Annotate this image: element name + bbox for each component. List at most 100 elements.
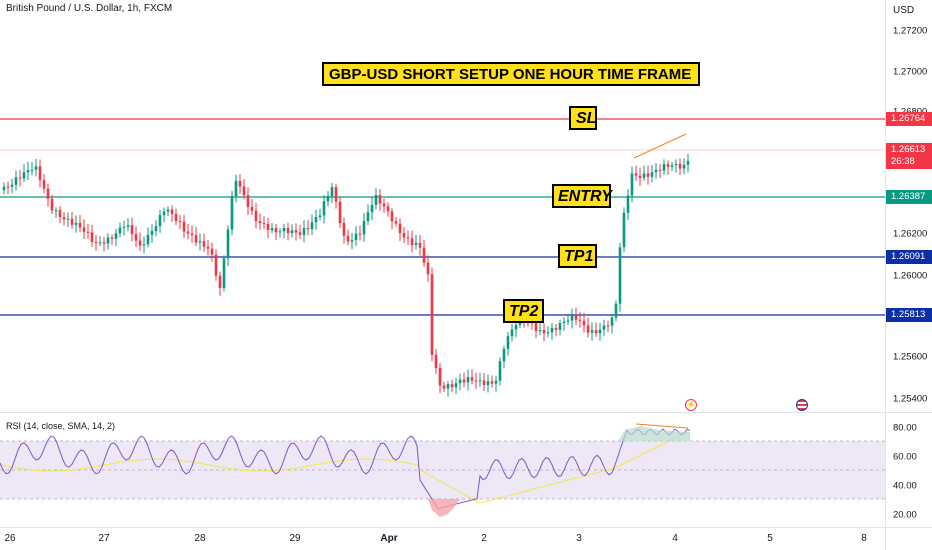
candle-body: [342, 222, 346, 236]
candle-body: [282, 228, 286, 232]
candle-body: [126, 225, 130, 227]
price-axis-label: 1.25600: [893, 351, 928, 363]
candle-body: [558, 323, 562, 330]
candle-body: [26, 169, 30, 173]
candle-body: [338, 201, 342, 223]
rsi-oversold-fill: [428, 499, 460, 517]
candle-body: [366, 212, 370, 222]
candle-body: [594, 330, 598, 334]
candle-body: [146, 234, 150, 245]
candle-body: [290, 230, 294, 234]
candle-body: [214, 254, 218, 276]
time-axis-label: 27: [98, 533, 110, 544]
time-axis-label: 28: [194, 533, 206, 544]
currency-label[interactable]: USD: [893, 5, 915, 16]
candle-body: [470, 377, 474, 381]
candle-body: [394, 221, 398, 224]
candle-body: [166, 209, 170, 212]
candle-body: [662, 164, 666, 171]
candle-body: [538, 330, 542, 332]
candle-body: [498, 361, 502, 381]
candle-body: [534, 323, 538, 331]
rsi-ma-line: [0, 432, 690, 504]
candle-body: [150, 231, 154, 235]
time-axis-label: 29: [289, 533, 301, 544]
candle-body: [222, 258, 226, 288]
candle-body: [642, 173, 646, 178]
candle-body: [414, 242, 418, 246]
candle-body: [554, 327, 558, 330]
candle-body: [122, 226, 126, 228]
price-divergence-line: [633, 133, 687, 159]
candle-body: [318, 215, 322, 218]
lightning-event-icon[interactable]: ⚡: [685, 399, 697, 411]
candle-body: [250, 206, 254, 211]
candle-body: [194, 235, 198, 243]
candle-body: [134, 234, 138, 241]
candle-body: [34, 166, 38, 170]
candle-body: [634, 173, 638, 176]
candle-body: [462, 379, 466, 383]
candle-body: [542, 330, 546, 334]
candle-body: [354, 233, 358, 241]
candle-body: [38, 166, 42, 181]
candle-body: [226, 229, 230, 259]
candle-body: [630, 173, 634, 196]
candle-body: [622, 212, 626, 248]
rsi-indicator-label[interactable]: RSI (14, close, SMA, 14, 2): [6, 421, 116, 431]
candle-body: [374, 195, 378, 205]
price-axis-label: 1.26200: [893, 228, 928, 240]
candle-body: [410, 238, 414, 246]
candle-body: [246, 195, 250, 207]
candle-body: [586, 325, 590, 333]
price-axis-label: 1.27200: [893, 25, 928, 37]
candle-body: [98, 242, 102, 244]
candle-body: [482, 380, 486, 386]
candle-body: [242, 186, 246, 196]
candle-body: [514, 325, 518, 330]
us-flag-event-icon[interactable]: [796, 399, 808, 411]
tp2-annotation[interactable]: TP2: [503, 299, 544, 323]
candle-body: [574, 315, 578, 320]
candle-body: [138, 240, 142, 246]
symbol-title[interactable]: British Pound / U.S. Dollar, 1h, FXCM: [6, 3, 173, 14]
candle-body: [218, 275, 222, 288]
candle-body: [434, 354, 438, 369]
candle-body: [650, 172, 654, 177]
candle-body: [442, 385, 446, 389]
headline-annotation[interactable]: GBP-USD SHORT SETUP ONE HOUR TIME FRAME: [322, 62, 700, 86]
rsi-axis-label: 80.00: [893, 422, 917, 434]
entry-annotation[interactable]: ENTRY: [552, 184, 612, 208]
rsi-axis-label: 60.00: [893, 451, 917, 463]
rsi-overbought-fill: [618, 426, 690, 441]
candle-body: [578, 319, 582, 321]
candle-body: [654, 169, 658, 173]
tp2-price-tag: 1.25813: [886, 308, 932, 322]
candle-body: [10, 184, 14, 187]
current-price-tag: 1.26613 26:38: [886, 143, 932, 169]
candle-body: [130, 225, 134, 235]
tp1-annotation[interactable]: TP1: [558, 244, 597, 268]
candle-body: [626, 195, 630, 213]
candle-body: [674, 163, 678, 166]
candle-body: [358, 233, 362, 235]
sl-annotation[interactable]: SL: [569, 106, 597, 130]
price-axis-label: 1.26000: [893, 270, 928, 282]
candle-body: [170, 209, 174, 214]
candle-body: [306, 228, 310, 230]
candle-body: [458, 379, 462, 384]
sl-price-tag: 1.26764: [886, 112, 932, 126]
candle-body: [386, 206, 390, 212]
rsi-axis-label: 20.00: [893, 509, 917, 521]
candle-body: [618, 247, 622, 304]
candle-body: [14, 177, 18, 185]
candle-body: [66, 218, 70, 220]
rsi-band: [0, 441, 885, 499]
candle-body: [78, 222, 82, 228]
current-price: 1.26613: [891, 144, 926, 155]
candle-body: [298, 232, 302, 235]
candle-body: [610, 317, 614, 326]
candle-body: [210, 248, 214, 255]
time-axis-label: 2: [481, 533, 487, 544]
